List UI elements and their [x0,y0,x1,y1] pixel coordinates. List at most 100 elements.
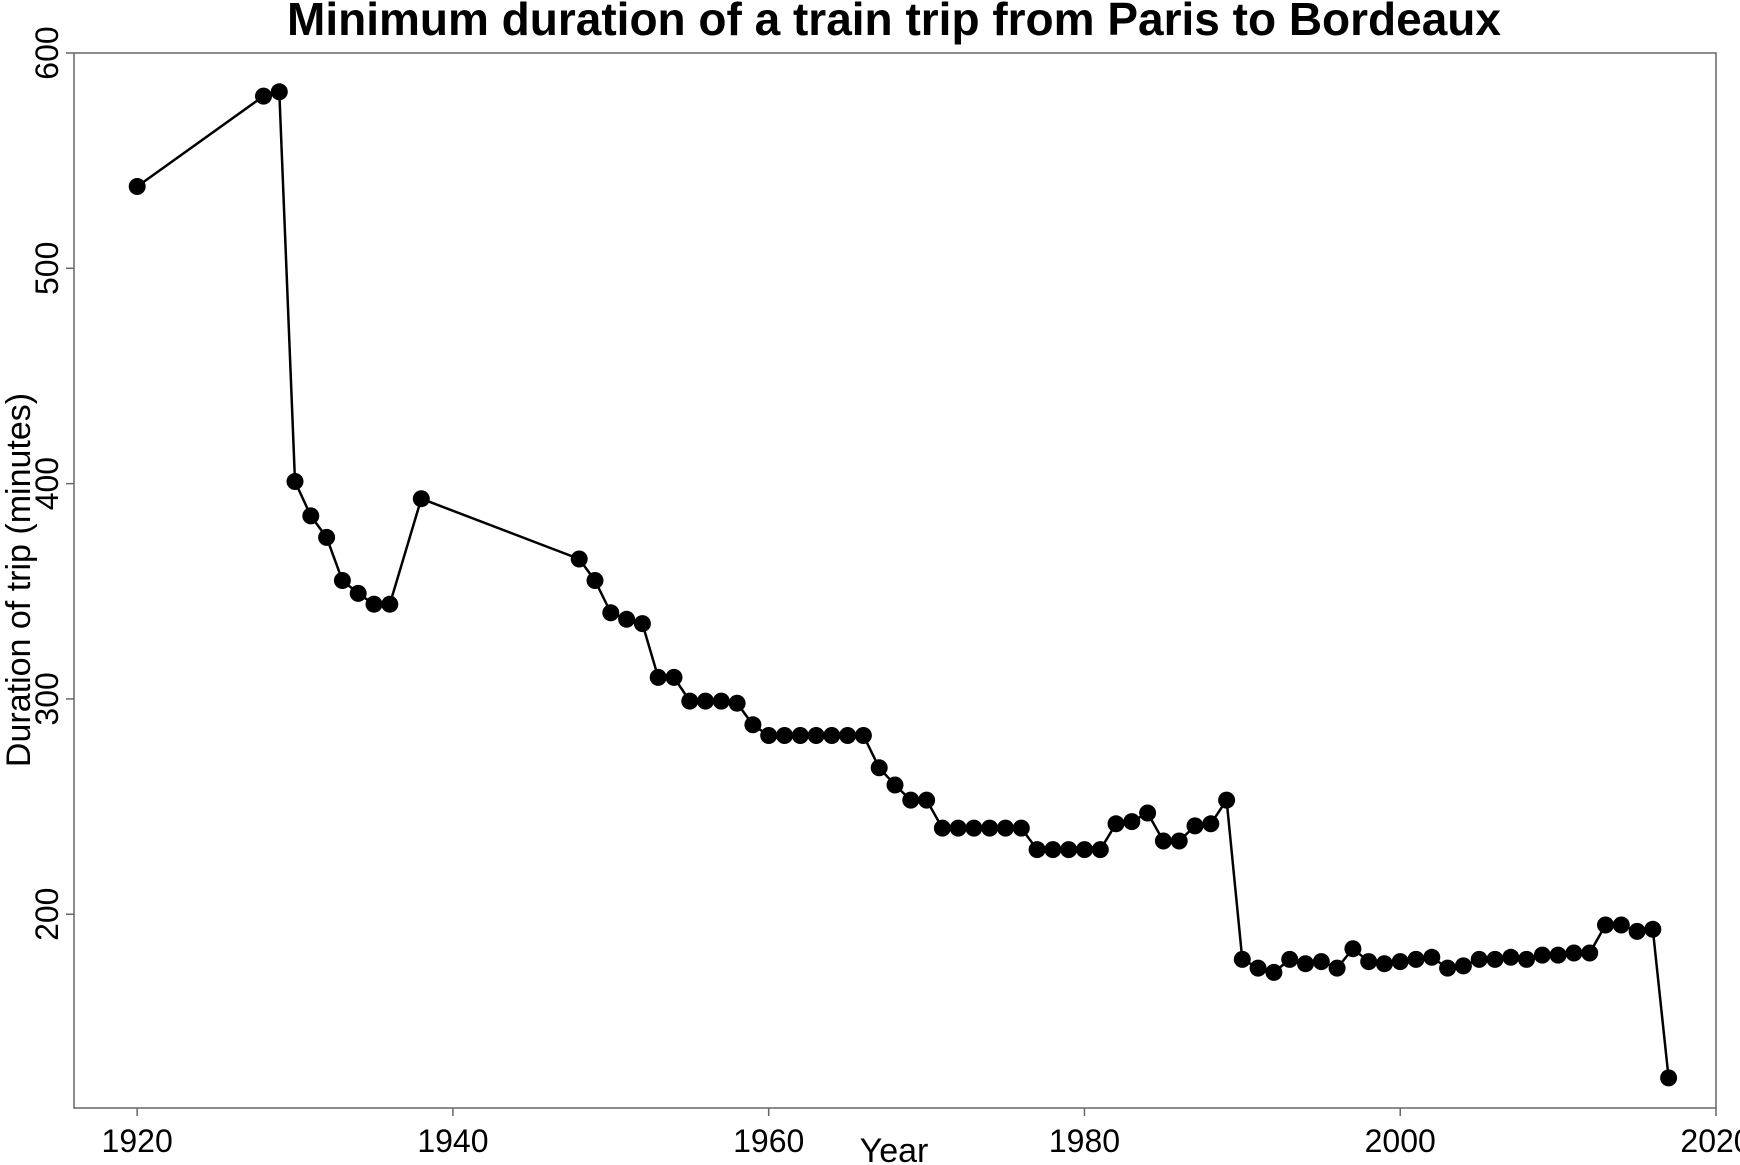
data-point [1581,944,1599,962]
data-point [1439,959,1457,977]
data-point [1249,959,1267,977]
data-point [1423,948,1441,966]
data-point [776,727,793,744]
data-point [1202,815,1220,833]
data-point [1391,953,1409,971]
data-point [1518,950,1535,968]
data-point [1565,944,1583,962]
data-point [1060,841,1078,859]
data-point [1028,841,1046,859]
data-point [697,692,714,710]
x-tick-label: 1960 [733,1123,804,1159]
x-axis-label: Year [860,1132,929,1165]
data-point [965,819,983,837]
data-point [1107,815,1125,833]
data-point [128,178,146,195]
data-point [1407,950,1425,968]
data-point [649,668,667,686]
data-point [1076,841,1093,859]
data-point [1281,950,1299,968]
data-point [744,716,762,734]
y-axis-label: Duration of trip (minutes) [0,393,38,767]
plot-frame [73,52,1717,1109]
data-point [728,694,746,712]
data-point [933,819,951,837]
data-point [618,610,636,628]
data-point [1312,953,1330,971]
data-point [681,692,699,710]
data-point [1344,940,1362,958]
data-point [1297,955,1314,973]
data-point [1186,817,1204,835]
data-point [1044,841,1062,859]
y-tick-label: 300 [29,672,65,725]
x-tick-label: 1940 [417,1123,488,1159]
data-point [981,819,999,837]
data-point [602,604,620,622]
data-point [333,572,351,589]
data-point [712,692,730,710]
data-point [791,727,809,744]
data-point [807,727,825,744]
data-point [318,528,336,546]
data-point [1549,946,1567,964]
x-axis-ticks: 1920 1940 1960 1980 2000 2020 [102,1108,1740,1159]
data-point [854,727,872,744]
data-point [1328,959,1346,977]
data-point [997,819,1014,837]
data-point [1470,950,1488,968]
data-points [128,83,1678,1087]
series-line [136,90,1670,1079]
data-point [1660,1069,1678,1087]
data-point [1628,922,1646,940]
data-point [870,759,888,777]
data-point [1012,819,1030,837]
data-point [586,572,604,589]
y-tick-label: 500 [29,242,65,295]
data-point [381,595,399,613]
data-point [570,550,588,568]
y-tick-label: 400 [29,457,65,510]
data-point [286,473,304,490]
x-tick-label: 1980 [1049,1123,1120,1159]
data-point [1265,963,1283,981]
data-point [349,584,367,602]
x-tick-label: 2020 [1680,1123,1740,1159]
data-point [302,507,320,525]
data-point [1502,948,1520,966]
data-point [1233,950,1251,968]
x-tick-label: 1920 [102,1123,173,1159]
data-point [918,791,936,809]
data-point [270,83,288,101]
x-tick-label: 2000 [1365,1123,1436,1159]
data-point [1533,946,1551,964]
data-point [1170,832,1188,850]
data-point [823,727,841,744]
data-point [1454,957,1472,975]
data-point [760,727,778,744]
data-point [365,595,383,613]
y-tick-label: 600 [29,26,65,79]
chart-title: Minimum duration of a train trip from Pa… [287,0,1501,45]
data-point [1218,791,1236,809]
data-point [886,776,904,794]
data-point [1486,950,1504,968]
data-point [1091,841,1109,859]
data-point [665,668,683,686]
data-point [1123,813,1141,831]
data-point [1375,955,1393,973]
data-point [1612,916,1630,934]
data-point [1139,804,1157,822]
data-point [1154,832,1172,850]
data-point [839,727,857,744]
data-point [902,791,920,809]
data-point [1644,920,1662,938]
data-point [1597,916,1614,934]
data-point [1360,953,1378,971]
data-point [633,615,651,633]
y-tick-label: 200 [29,888,65,941]
data-point [412,490,430,508]
data-point [255,87,272,105]
data-point [949,819,967,837]
